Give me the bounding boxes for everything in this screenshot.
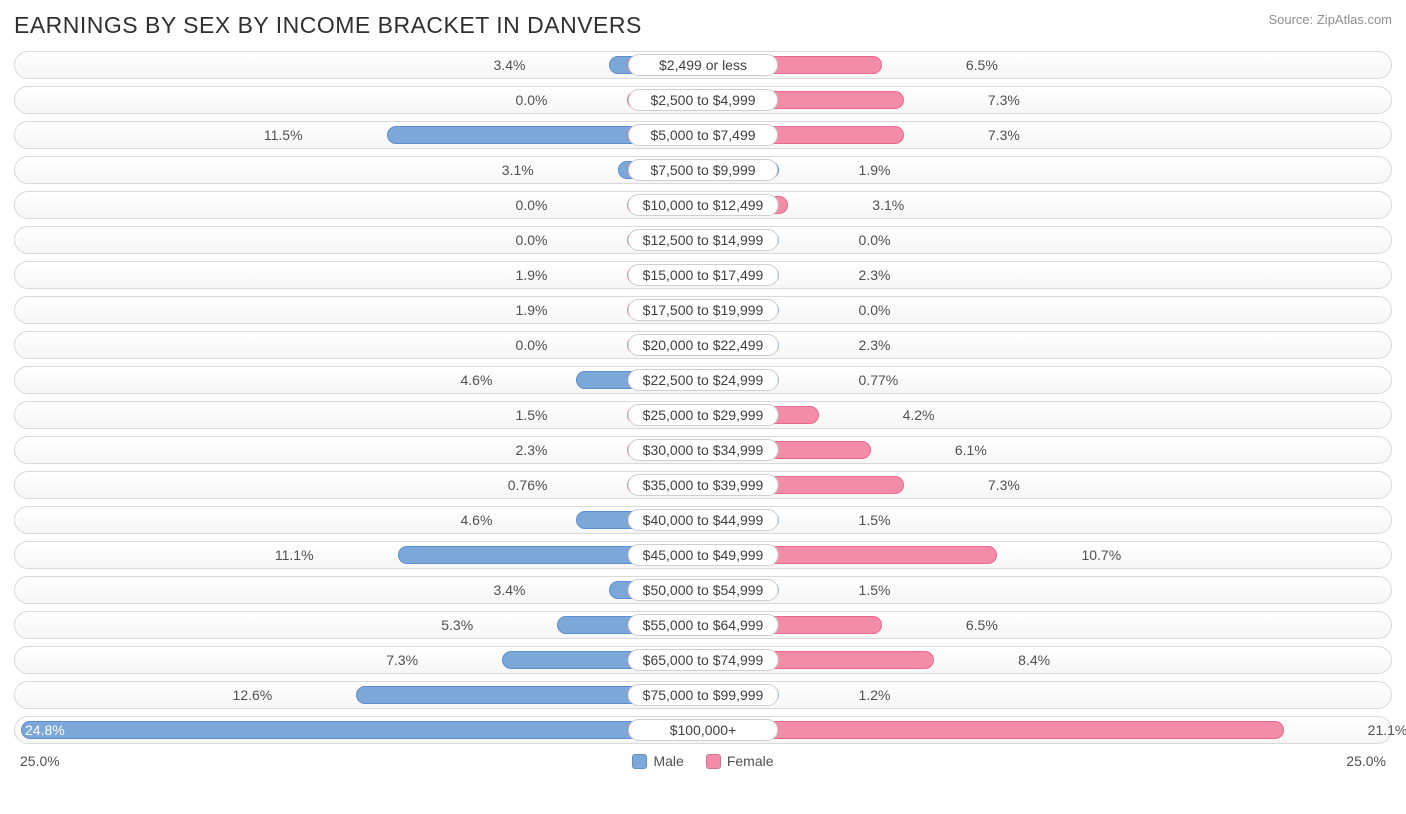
bar-row: $15,000 to $17,499 1.9% 2.3% [14,261,1392,289]
bar-row: $35,000 to $39,999 0.76% 7.3% [14,471,1392,499]
female-value-label: 8.4% [1018,652,1050,668]
male-value-label: 5.3% [441,617,473,633]
female-value-label: 7.3% [988,477,1020,493]
bar-row: $50,000 to $54,999 3.4% 1.5% [14,576,1392,604]
male-value-label: 11.1% [275,547,314,563]
bar-row: $45,000 to $49,999 11.1% 10.7% [14,541,1392,569]
diverging-bar-chart: $2,499 or less 3.4% 6.5% $2,500 to $4,999 0.… [14,51,1392,744]
female-value-label: 0.0% [859,232,891,248]
female-value-label: 7.3% [988,92,1020,108]
bar-row: $25,000 to $29,999 1.5% 4.2% [14,401,1392,429]
legend-label-female: Female [727,753,774,769]
male-value-label: 0.0% [516,197,548,213]
female-value-label: 2.3% [859,337,891,353]
bracket-label: $100,000+ [628,719,778,741]
axis-left-max: 25.0% [20,753,60,769]
male-value-label: 4.6% [461,372,493,388]
bracket-label: $65,000 to $74,999 [628,649,779,671]
male-value-label: 1.9% [516,302,548,318]
male-value-label: 3.4% [494,582,526,598]
bracket-label: $17,500 to $19,999 [628,299,779,321]
female-value-label: 1.9% [859,162,891,178]
female-value-label: 6.1% [955,442,987,458]
female-value-label: 0.0% [859,302,891,318]
male-value-label: 1.9% [516,267,548,283]
male-value-label: 12.6% [233,687,273,703]
bracket-label: $7,500 to $9,999 [628,159,778,181]
bracket-label: $50,000 to $54,999 [628,579,779,601]
chart-header: EARNINGS BY SEX BY INCOME BRACKET IN DAN… [14,12,1392,39]
bracket-label: $20,000 to $22,499 [628,334,779,356]
bar-row: $55,000 to $64,999 5.3% 6.5% [14,611,1392,639]
bracket-label: $25,000 to $29,999 [628,404,779,426]
bracket-label: $40,000 to $44,999 [628,509,779,531]
bracket-label: $10,000 to $12,499 [628,194,779,216]
female-value-label: 21.1% [1368,722,1406,738]
chart-source: Source: ZipAtlas.com [1268,12,1392,27]
chart-footer: 25.0% Male Female 25.0% [14,751,1392,769]
bar-row: $40,000 to $44,999 4.6% 1.5% [14,506,1392,534]
male-value-label: 0.0% [516,337,548,353]
legend-item-female: Female [706,753,774,769]
bar-row: $7,500 to $9,999 3.1% 1.9% [14,156,1392,184]
male-value-label: 11.5% [264,127,303,143]
male-value-label: 0.0% [516,232,548,248]
legend-label-male: Male [653,753,683,769]
female-value-label: 2.3% [859,267,891,283]
female-value-label: 6.5% [966,57,998,73]
female-value-label: 1.5% [859,512,891,528]
bar-row: $100,000+24.8%21.1% [14,716,1392,744]
male-value-label: 24.8% [25,722,65,738]
bracket-label: $15,000 to $17,499 [628,264,779,286]
bar-row: $10,000 to $12,499 0.0% 3.1% [14,191,1392,219]
bar-row: $75,000 to $99,999 12.6% 1.2% [14,681,1392,709]
bar-row: $17,500 to $19,999 1.9% 0.0% [14,296,1392,324]
bracket-label: $75,000 to $99,999 [628,684,779,706]
male-value-label: 0.76% [508,477,548,493]
female-value-label: 3.1% [872,197,904,213]
male-value-label: 7.3% [386,652,418,668]
chart-legend: Male Female [632,753,773,769]
axis-right-max: 25.0% [1346,753,1386,769]
legend-item-male: Male [632,753,683,769]
male-value-label: 3.4% [494,57,526,73]
bar-row: $2,500 to $4,999 0.0% 7.3% [14,86,1392,114]
female-value-label: 1.5% [859,582,891,598]
chart-title: EARNINGS BY SEX BY INCOME BRACKET IN DAN… [14,12,642,39]
bracket-label: $45,000 to $49,999 [628,544,779,566]
bar-row: $30,000 to $34,999 2.3% 6.1% [14,436,1392,464]
male-value-label: 4.6% [461,512,493,528]
male-value-label: 0.0% [516,92,548,108]
bar-row: $12,500 to $14,999 0.0% 0.0% [14,226,1392,254]
bar-row: $22,500 to $24,999 4.6% 0.77% [14,366,1392,394]
bracket-label: $30,000 to $34,999 [628,439,779,461]
bar-row: $65,000 to $74,999 7.3% 8.4% [14,646,1392,674]
bracket-label: $2,500 to $4,999 [628,89,778,111]
female-value-label: 4.2% [903,407,935,423]
bracket-label: $12,500 to $14,999 [628,229,779,251]
bar-row: $5,000 to $7,499 11.5% 7.3% [14,121,1392,149]
bracket-label: $55,000 to $64,999 [628,614,779,636]
female-value-label: 0.77% [859,372,899,388]
female-value-label: 1.2% [859,687,891,703]
male-value-label: 2.3% [516,442,548,458]
female-value-label: 7.3% [988,127,1020,143]
female-value-label: 10.7% [1081,547,1121,563]
male-value-label: 3.1% [502,162,534,178]
legend-swatch-male [632,754,647,769]
bracket-label: $5,000 to $7,499 [628,124,778,146]
female-value-label: 6.5% [966,617,998,633]
male-value-label: 1.5% [516,407,548,423]
bracket-label: $2,499 or less [628,54,778,76]
bracket-label: $35,000 to $39,999 [628,474,779,496]
legend-swatch-female [706,754,721,769]
bracket-label: $22,500 to $24,999 [628,369,779,391]
bar-row: $2,499 or less 3.4% 6.5% [14,51,1392,79]
bar-row: $20,000 to $22,499 0.0% 2.3% [14,331,1392,359]
